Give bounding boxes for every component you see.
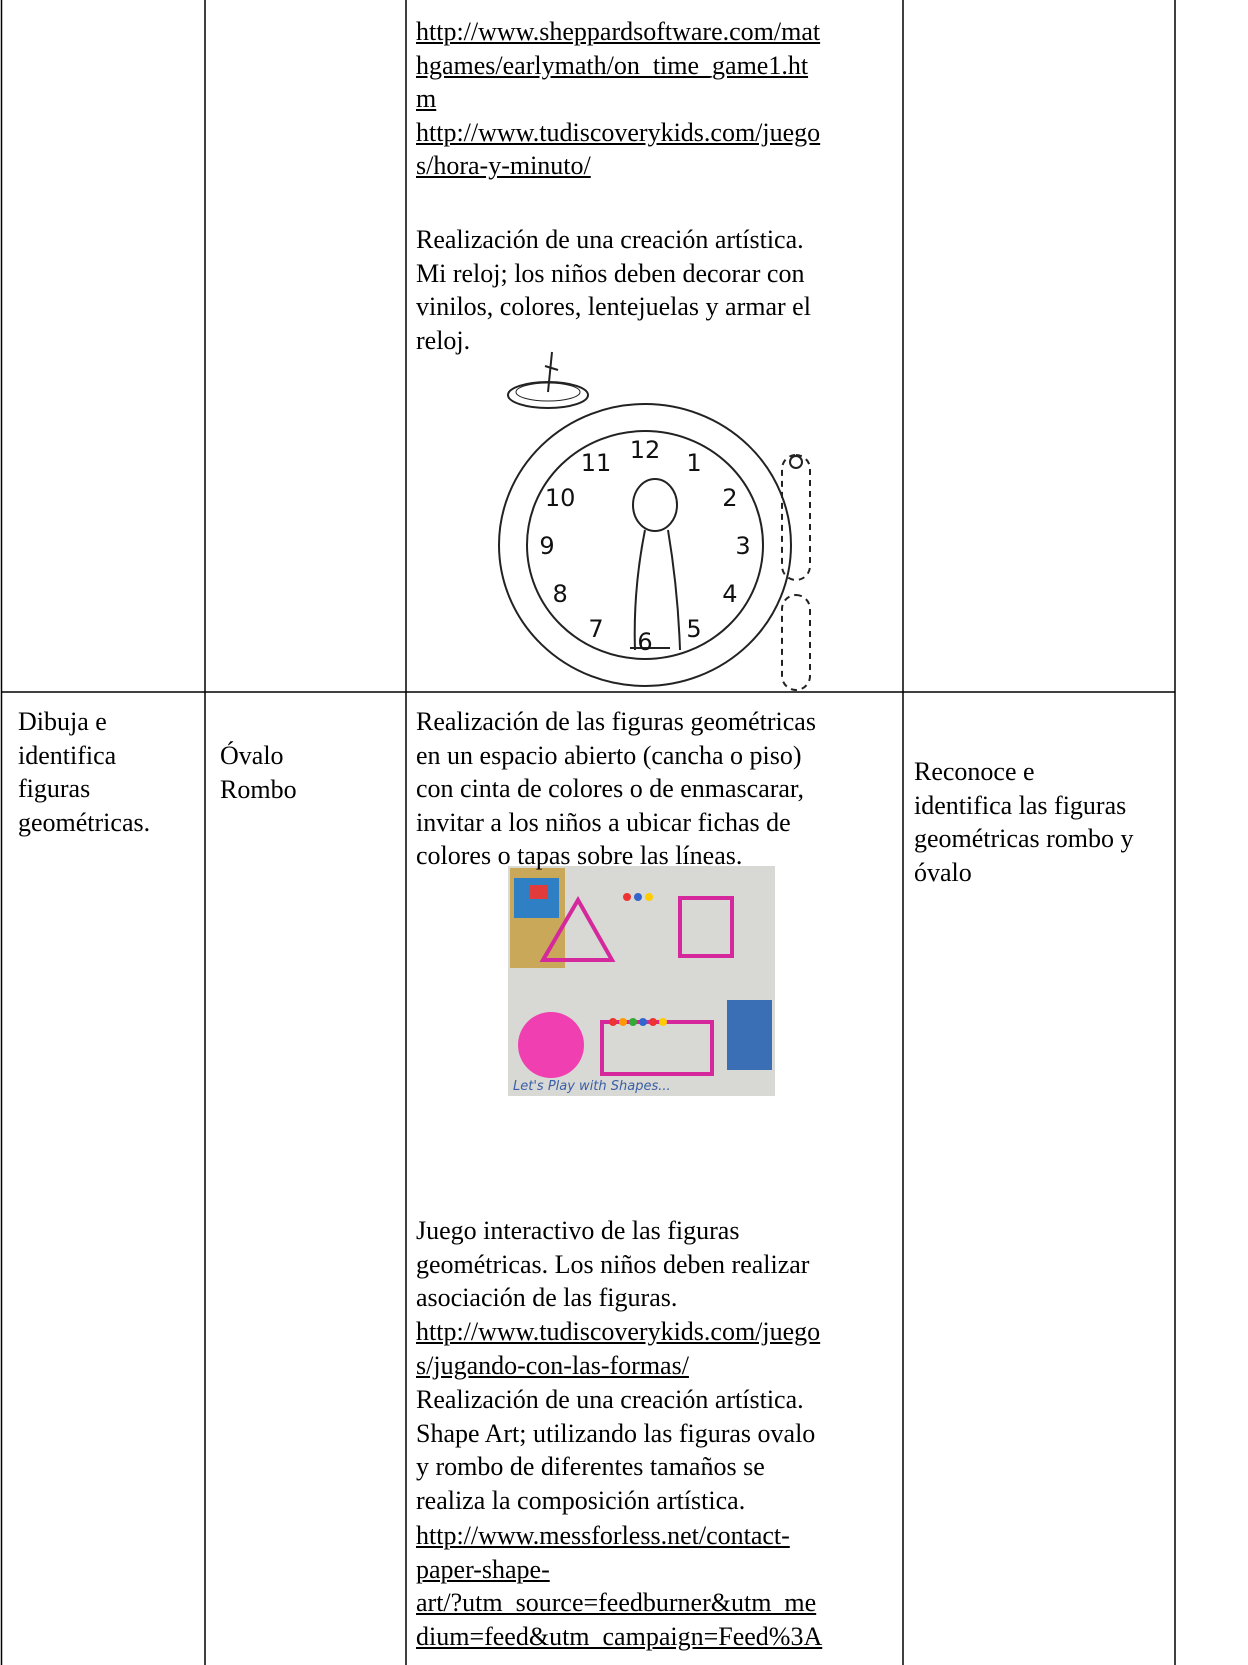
text-line: en un espacio abierto (cancha o piso) xyxy=(416,740,802,770)
text-line: geométricas. xyxy=(18,807,151,837)
text-line: Dibuja e xyxy=(18,707,107,736)
links: http://www.tudiscoverykids.com/juego s/ju… xyxy=(416,1315,820,1382)
link-line[interactable]: m xyxy=(416,84,437,114)
links: http://www.messforless.net/contact-paper… xyxy=(416,1519,822,1653)
text-line: asociación de las figuras. xyxy=(416,1283,678,1313)
text-line: Reconoce e xyxy=(914,757,1035,786)
photo-caption: Let's Play with Shapes... xyxy=(513,1079,671,1094)
text-line: y rombo de diferentes tamaños se xyxy=(416,1452,765,1482)
text-line: con cinta de colores o de enmascarar, xyxy=(416,774,805,804)
clock-number: 8 xyxy=(552,580,567,608)
activity-text: Realización de una creación artística. Mi… xyxy=(416,223,811,357)
text-line: geométricas. Los niños deben realizar xyxy=(416,1249,810,1279)
link-line[interactable]: art/?utm_source=feedburner&utm_me xyxy=(416,1588,817,1618)
activity-text: Realización de las figuras geométricas en… xyxy=(416,705,816,873)
text-line: óvalo xyxy=(914,857,972,887)
text-line: colores o tapas sobre las líneas. xyxy=(416,841,743,871)
text-line: Realización de las figuras geométricas xyxy=(416,707,816,736)
link-line[interactable]: http://www.tudiscoverykids.com/juego xyxy=(416,1317,821,1346)
activity-text: Realización de una creación artística. Sh… xyxy=(416,1383,815,1517)
text-line: Shape Art; utilizando las figuras ovalo xyxy=(416,1418,816,1448)
clock-number: 1 xyxy=(686,449,701,477)
text-line: Rombo xyxy=(220,774,297,804)
clock-number: 7 xyxy=(588,615,603,643)
clock-number: 9 xyxy=(539,532,554,560)
text-line: Realización de una creación artística. xyxy=(416,225,804,254)
text-line: figuras xyxy=(18,774,91,804)
link-line[interactable]: s/jugando-con-las-formas/ xyxy=(416,1350,689,1380)
clock-number: 6 xyxy=(637,628,652,656)
clock-number: 5 xyxy=(686,615,701,643)
content: Óvalo Rombo xyxy=(220,739,297,806)
clock-number: 2 xyxy=(722,484,737,512)
text-line: Realización de una creación artística. xyxy=(416,1385,804,1414)
clock-number: 4 xyxy=(722,580,737,608)
clock-number: 3 xyxy=(735,532,750,560)
text-line: reloj. xyxy=(416,325,471,355)
activity-text: Juego interactivo de las figuras geométri… xyxy=(416,1214,809,1315)
text-line: vinilos, colores, lentejuelas y armar el xyxy=(416,292,811,322)
text-line: identifica las figuras xyxy=(914,790,1127,820)
text-line: realiza la composición artística. xyxy=(416,1485,746,1515)
link-line[interactable]: http://www.messforless.net/contact- xyxy=(416,1521,790,1550)
links: http://www.sheppardsoftware.com/mat hgame… xyxy=(416,15,820,183)
text-line: invitar a los niños a ubicar fichas de xyxy=(416,807,791,837)
clock-number: 11 xyxy=(581,449,612,477)
text-line: Juego interactivo de las figuras xyxy=(416,1216,740,1245)
link-line[interactable]: dium=feed&utm_campaign=Feed%3A xyxy=(416,1621,823,1651)
clock-number: 10 xyxy=(545,484,576,512)
link-line[interactable]: hgames/earlymath/on_time_game1.ht xyxy=(416,50,809,80)
link-line[interactable]: http://www.tudiscoverykids.com/juego xyxy=(416,117,821,147)
skill: Dibuja e identifica figuras geométricas. xyxy=(18,705,150,839)
link-line[interactable]: s/hora-y-minuto/ xyxy=(416,151,591,181)
clock-number: 12 xyxy=(630,436,661,464)
text-line: identifica xyxy=(18,740,117,770)
link-line[interactable]: paper-shape- xyxy=(416,1554,550,1584)
text-line: geométricas rombo y xyxy=(914,824,1134,854)
outcome: Reconoce e identifica las figuras geométri… xyxy=(914,755,1134,889)
shapes-photo: Let's Play with Shapes... xyxy=(508,866,775,1096)
text-line: Óvalo xyxy=(220,741,284,770)
text-line: Mi reloj; los niños deben decorar con xyxy=(416,258,805,288)
link-line[interactable]: http://www.sheppardsoftware.com/mat xyxy=(416,17,821,46)
